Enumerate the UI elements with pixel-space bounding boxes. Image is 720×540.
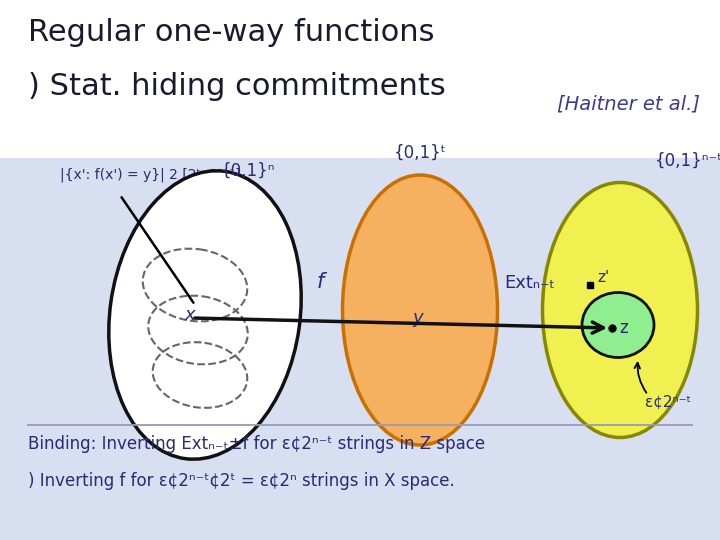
Text: [Haitner et al.]: [Haitner et al.] <box>557 95 700 114</box>
Text: x: x <box>185 306 195 324</box>
Text: ) Inverting f for ε¢2ⁿ⁻ᵗ¢2ᵗ = ε¢2ⁿ strings in X space.: ) Inverting f for ε¢2ⁿ⁻ᵗ¢2ᵗ = ε¢2ⁿ strin… <box>28 472 455 490</box>
Text: ε¢2ⁿ⁻ᵗ: ε¢2ⁿ⁻ᵗ <box>645 395 691 410</box>
Ellipse shape <box>582 293 654 357</box>
Text: |{x': f(x') = y}| 2 [2ᵗ, 2ᵗ⁺¹]: |{x': f(x') = y}| 2 [2ᵗ, 2ᵗ⁺¹] <box>60 168 240 183</box>
Text: z: z <box>619 319 628 337</box>
Text: {0,1}ᵗ: {0,1}ᵗ <box>394 144 446 162</box>
Ellipse shape <box>343 175 498 445</box>
Text: ) Stat. hiding commitments: ) Stat. hiding commitments <box>28 72 446 101</box>
Ellipse shape <box>109 171 301 459</box>
Ellipse shape <box>542 183 698 437</box>
Text: {0,1}ⁿ⁻ᵗ: {0,1}ⁿ⁻ᵗ <box>655 152 720 170</box>
FancyBboxPatch shape <box>0 0 720 158</box>
Text: Binding: Inverting Extₙ₋ₜ±f for ε¢2ⁿ⁻ᵗ strings in Z space: Binding: Inverting Extₙ₋ₜ±f for ε¢2ⁿ⁻ᵗ s… <box>28 435 485 453</box>
Text: {0,1}ⁿ: {0,1}ⁿ <box>221 162 275 180</box>
Text: Regular one-way functions: Regular one-way functions <box>28 18 434 47</box>
Text: z': z' <box>597 271 609 286</box>
Text: y: y <box>413 309 423 327</box>
Text: Extₙ₋ₜ: Extₙ₋ₜ <box>505 274 555 292</box>
Text: f: f <box>316 272 324 292</box>
